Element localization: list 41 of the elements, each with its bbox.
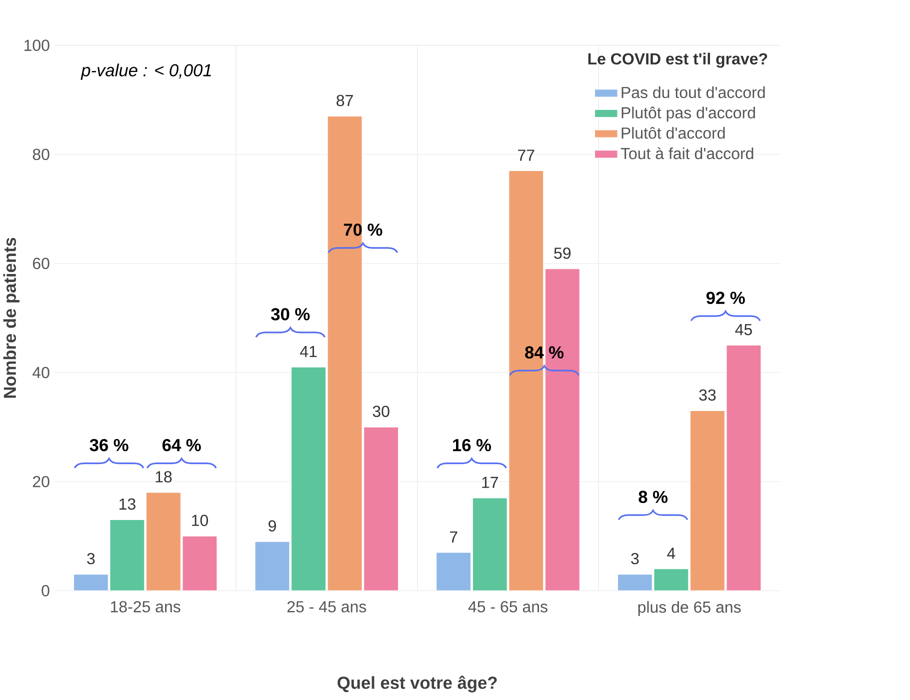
legend-title: Le COVID est t'il grave?: [588, 52, 768, 68]
y-axis-title: Nombre de patients: [3, 238, 20, 398]
data-label: 3: [87, 552, 95, 564]
x-tick-label: 45 - 65 ans: [468, 601, 548, 612]
data-label: 17: [482, 476, 498, 488]
data-label: 3: [631, 552, 639, 564]
data-label: 59: [554, 248, 571, 259]
annotation: 36 %: [90, 438, 128, 452]
data-label: 45: [735, 324, 752, 336]
annotation: 8 %: [638, 490, 668, 504]
y-tick-label: 40: [32, 366, 50, 378]
legend-label: Pas du tout d'accord: [622, 86, 765, 98]
data-label: 18: [156, 471, 172, 482]
annotation: 64 %: [162, 438, 201, 452]
data-label: 77: [518, 150, 534, 161]
data-label: 7: [450, 531, 458, 542]
annotation: 16 %: [453, 438, 492, 452]
y-tick-label: 60: [32, 258, 50, 270]
x-tick-label: 18-25 ans: [110, 601, 180, 612]
legend-label: Tout à fait d'accord: [620, 147, 754, 160]
data-label: 41: [300, 346, 317, 358]
x-axis-title: Quel est votre âge?: [338, 676, 497, 692]
data-label: 10: [192, 514, 208, 526]
x-tick-label: plus de 65 ans: [638, 601, 741, 616]
y-tick-label: 100: [24, 40, 50, 51]
data-label: 87: [336, 94, 353, 106]
legend-label: Plutôt pas d'accord: [622, 106, 755, 122]
legend-label: Plutôt d'accord: [622, 126, 725, 139]
annotation: 92 %: [706, 292, 745, 304]
x-tick-label: 25 - 45 ans: [287, 601, 366, 612]
data-label: 4: [667, 548, 676, 559]
data-label: 13: [120, 498, 136, 510]
annotation: 30 %: [271, 308, 310, 320]
data-label: 9: [268, 520, 276, 532]
annotation: 70 %: [344, 224, 382, 236]
y-tick-label: 80: [32, 148, 50, 160]
data-label: 30: [372, 406, 390, 418]
y-tick-label: 0: [42, 585, 50, 596]
data-label: 33: [699, 389, 716, 401]
y-tick-label: 20: [32, 476, 50, 488]
annotation: p-value : < 0,001: [80, 64, 211, 80]
